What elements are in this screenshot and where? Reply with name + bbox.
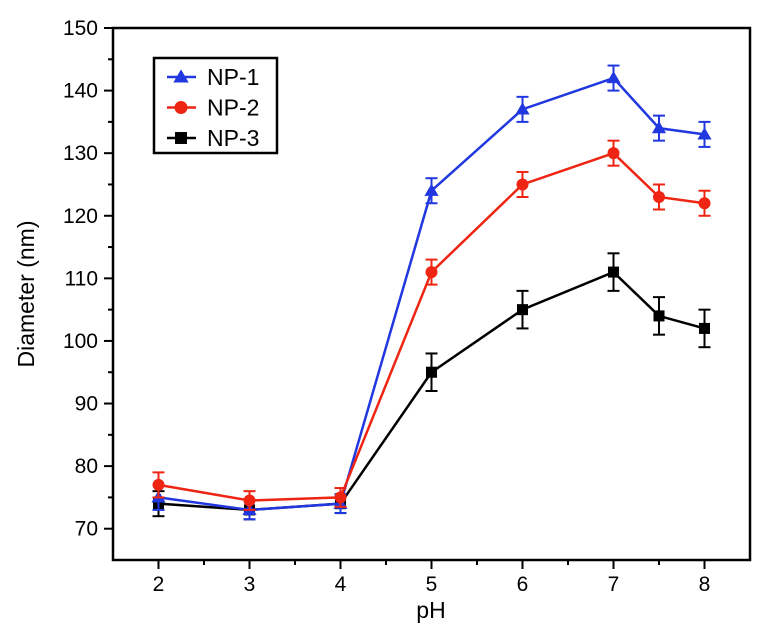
y-tick-label: 120	[63, 205, 98, 228]
legend-item-NP-1: NP-1	[167, 64, 259, 90]
triangle-marker-icon	[515, 102, 530, 115]
square-marker-icon	[516, 304, 529, 316]
legend: NP-1 NP-2 NP-3	[152, 56, 279, 155]
plot-frame	[111, 26, 752, 562]
x-tick-label: 8	[699, 573, 711, 596]
square-marker-icon	[425, 366, 438, 378]
circle-marker-icon	[653, 190, 665, 203]
triangle-marker-icon	[606, 70, 621, 84]
circle-marker-icon	[243, 494, 256, 507]
triangle-marker-icon	[173, 69, 189, 83]
circle-marker-icon	[607, 147, 620, 160]
x-axis-title: pH	[416, 597, 445, 623]
square-marker-icon	[175, 132, 187, 144]
square-marker-icon	[607, 266, 620, 278]
legend-item-NP-3: NP-3	[167, 125, 259, 151]
y-tick-label: 70	[75, 518, 98, 541]
square-marker-icon	[653, 310, 665, 322]
legend-item-NP-2: NP-2	[167, 95, 259, 121]
y-axis-title: Diameter (nm)	[13, 221, 39, 368]
x-tick-label: 4	[335, 573, 347, 596]
x-tick-label: 3	[244, 573, 256, 596]
circle-marker-icon	[152, 478, 165, 491]
triangle-marker-icon	[651, 121, 667, 134]
circle-marker-icon	[425, 266, 438, 279]
circle-marker-icon	[334, 491, 347, 504]
x-tick-label: 2	[153, 573, 165, 596]
y-tick-label: 80	[75, 455, 98, 478]
y-tick-label: 110	[65, 267, 98, 290]
x-tick-label: 5	[426, 573, 438, 596]
legend-label: NP-3	[207, 125, 259, 151]
x-tick-label: 7	[608, 573, 620, 596]
series-line	[158, 76, 705, 512]
series-NP-2	[152, 139, 711, 511]
series-NP-1	[151, 64, 712, 521]
y-tick-label: 150	[63, 17, 98, 40]
series-NP-3	[152, 252, 711, 521]
legend-label: NP-2	[207, 95, 259, 121]
y-tick-label: 100	[63, 330, 98, 353]
y-tick-label: 90	[75, 393, 98, 416]
triangle-marker-icon	[424, 183, 439, 196]
square-marker-icon	[698, 322, 711, 334]
axes: 2 3 4 5 6 7 8 70 80 90 100 110 120 130 140 150	[63, 17, 710, 596]
circle-marker-icon	[698, 197, 711, 210]
y-tick-label: 130	[63, 142, 98, 165]
legend-label: NP-1	[207, 64, 259, 90]
series-line	[158, 151, 705, 502]
x-tick-label: 6	[517, 573, 529, 596]
triangle-marker-icon	[697, 127, 712, 140]
circle-marker-icon	[516, 178, 529, 191]
y-tick-label: 140	[63, 80, 98, 103]
circle-marker-icon	[174, 101, 188, 114]
plot-layers: 2 3 4 5 6 7 8708090100110120130140150NP-1NP-2N…	[63, 17, 752, 596]
